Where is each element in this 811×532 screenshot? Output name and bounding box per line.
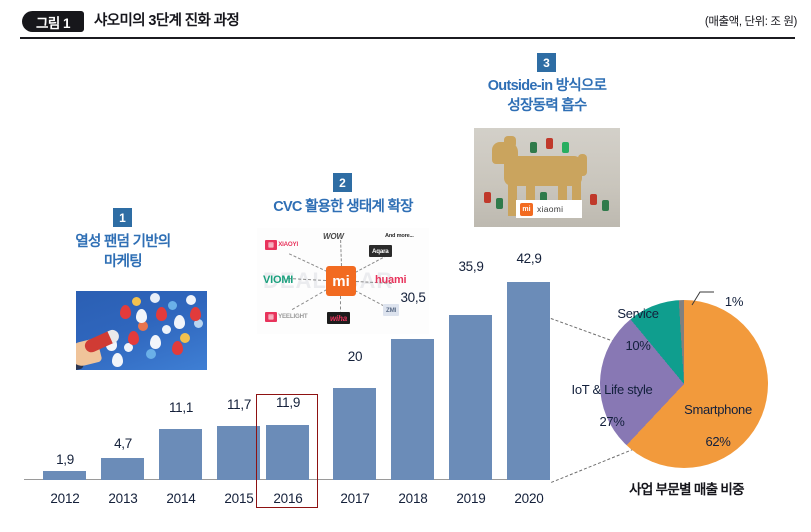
bar-value-2016: 11,9 — [275, 395, 301, 410]
x-tick-2019: 2019 — [456, 491, 486, 506]
bar-value-2013: 4,7 — [114, 436, 132, 451]
step-3-number: 3 — [537, 53, 556, 72]
x-tick-2012: 2012 — [50, 491, 80, 506]
bar-value-2015: 11,7 — [226, 397, 252, 412]
step-1-label: 열성 팬덤 기반의 마케팅 — [75, 234, 171, 270]
bar-2018 — [391, 339, 434, 480]
pie-name-service: Service — [617, 306, 659, 321]
x-tick-2015: 2015 — [224, 491, 254, 506]
one-percent-leader-line — [691, 291, 714, 306]
bar-2012 — [43, 471, 86, 480]
pie-label-smartphone: Smartphone 62% — [666, 386, 770, 450]
bar-value-2014: 11,1 — [168, 400, 194, 415]
ecosystem-node-wow: WOW — [323, 232, 344, 241]
ecosystem-node-zmi: ZMI — [383, 304, 400, 316]
unit-note: (매출액, 단위: 조 원) — [704, 16, 798, 28]
bar-chart: 1,9 4,7 11,1 11,7 11,9 20 30,5 35,9 42,9… — [0, 250, 560, 532]
bar-value-2018: 30,5 — [400, 290, 426, 305]
pie-slices — [600, 300, 768, 468]
xiaomi-brand-badge: mi xiaomi — [516, 200, 582, 218]
page-title: 샤오미의 3단계 진화 과정 — [94, 13, 240, 29]
ecosystem-node-huami: huami — [375, 274, 407, 286]
figure-header: 그림 1 샤오미의 3단계 진화 과정 (매출액, 단위: 조 원) — [0, 0, 811, 42]
step-3-label: Outside-in 방식으로 성장동력 흡수 — [487, 78, 607, 114]
pie-name-smartphone: Smartphone — [684, 402, 752, 417]
xiaomi-mi-icon: mi — [520, 202, 533, 216]
xiaomi-wordmark: xiaomi — [537, 204, 564, 214]
step-2-number: 2 — [333, 173, 352, 192]
pie-value-service: 10% — [625, 338, 651, 353]
x-tick-2018: 2018 — [398, 491, 428, 506]
step-1-image-fandom-marketing — [76, 291, 207, 370]
bar-value-2012: 1,9 — [56, 452, 74, 467]
bar-value-2019: 35,9 — [458, 259, 484, 274]
bar-2020 — [507, 282, 550, 480]
xiaomi-mi-logo-icon: mi — [326, 266, 356, 296]
figure-number-badge: 그림 1 — [22, 11, 84, 32]
header-divider — [20, 37, 795, 39]
bar-2014 — [159, 429, 202, 480]
pie-value-iot: 27% — [599, 414, 625, 429]
step-1-number: 1 — [113, 208, 132, 227]
ecosystem-node-and-more: And more... — [385, 233, 414, 239]
bar-2017 — [333, 388, 376, 480]
pie-label-iot: IoT & Life style 27% — [556, 366, 668, 430]
x-tick-2014: 2014 — [166, 491, 196, 506]
bar-2013 — [101, 458, 144, 480]
pie-label-other: 1% — [714, 278, 754, 310]
bar-2015 — [217, 426, 260, 480]
pie-label-service: Service 10% — [600, 290, 676, 354]
ecosystem-node-viomi: VIOMI — [263, 274, 294, 286]
ecosystem-node-wiha: wiha — [327, 312, 350, 324]
ecosystem-node-yeelight: ▦ YEELIGHT — [265, 311, 308, 322]
pie-value-smartphone: 62% — [705, 434, 731, 449]
step-3-image-trojan-horse: mi xiaomi — [474, 128, 620, 227]
highlight-box-2016 — [256, 394, 318, 508]
pie-value-other: 1% — [724, 294, 744, 309]
x-tick-2016: 2016 — [273, 491, 303, 506]
ecosystem-node-xiaoyi: ▦ XIAOYI — [265, 239, 298, 250]
pie-chart: 1% Service 10% IoT & Life style 27% Smar… — [562, 282, 811, 532]
step-2-image-cvc-ecosystem: DEALEBAR mi ▦ XIAOYI WOW And more... Aqa… — [257, 228, 429, 334]
bar-2019 — [449, 315, 492, 480]
ecosystem-node-aqara: Aqara — [369, 245, 392, 257]
pie-name-iot: IoT & Life style — [571, 382, 653, 397]
pie-caption: 사업 부문별 매출 비중 — [629, 482, 744, 497]
x-tick-2020: 2020 — [514, 491, 544, 506]
x-tick-2013: 2013 — [108, 491, 138, 506]
step-2-label: CVC 활용한 생태계 확장 — [273, 199, 413, 215]
bar-2016 — [266, 425, 309, 480]
bar-value-2020: 42,9 — [516, 251, 542, 266]
bar-value-2017: 20 — [347, 349, 363, 364]
x-tick-2017: 2017 — [340, 491, 370, 506]
